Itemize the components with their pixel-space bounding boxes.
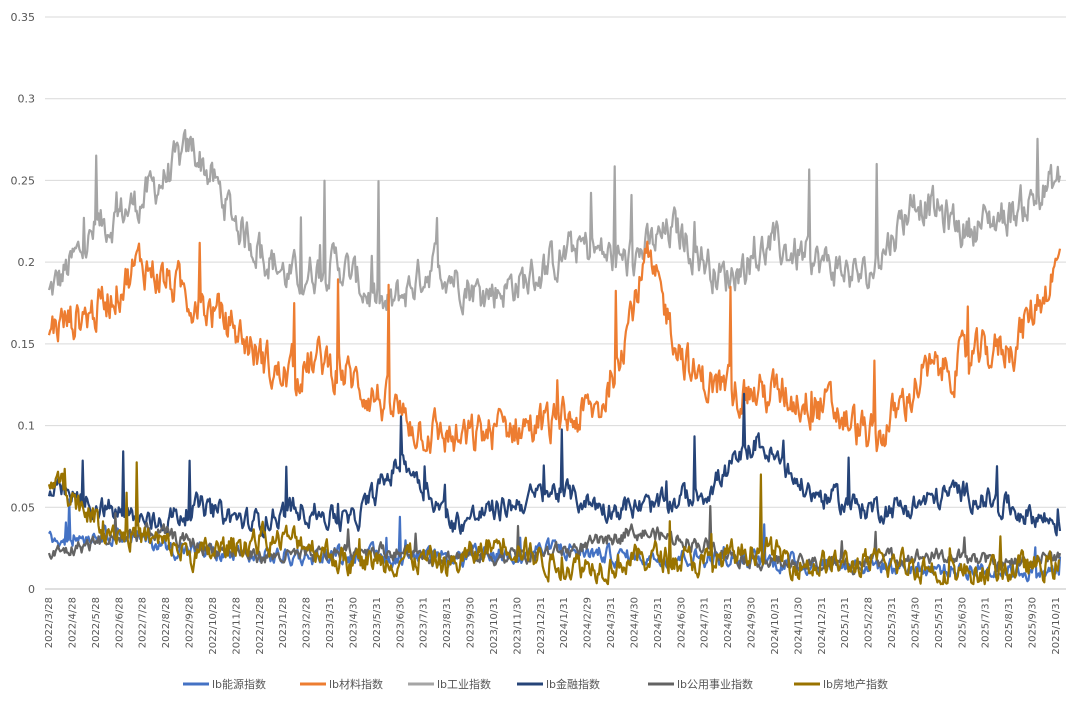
y-tick-label: 0.15 [11, 338, 36, 351]
series-group [47, 129, 1062, 586]
x-tick-label: 2023/9/30 [466, 597, 477, 648]
series-line [47, 392, 1062, 539]
y-tick-label: 0.35 [11, 11, 36, 24]
x-tick-label: 2022/3/28 [44, 597, 55, 648]
x-tick-label: 2024/7/31 [700, 597, 711, 648]
legend: lb能源指数 lb材料指数 lb工业指数 lb金融指数 lb公用事业指数 lb房地产指数 [183, 677, 888, 691]
x-tick-label: 2023/11/30 [512, 597, 523, 655]
legend-label: lb公用事业指数 [677, 677, 753, 691]
legend-label: lb房地产指数 [823, 677, 888, 691]
x-tick-label: 2022/5/28 [91, 597, 102, 648]
series-line [47, 240, 1062, 454]
legend-label: lb材料指数 [329, 677, 383, 691]
x-tick-label: 2024/1/31 [559, 597, 570, 648]
x-tick-label: 2025/9/30 [1028, 597, 1039, 648]
x-tick-label: 2022/7/28 [138, 597, 149, 648]
series-line [47, 129, 1062, 316]
x-tick-label: 2023/4/30 [348, 597, 359, 648]
x-tick-label: 2024/11/30 [793, 597, 804, 655]
x-tick-label: 2025/5/31 [934, 597, 945, 648]
x-tick-label: 2025/7/31 [981, 597, 992, 648]
x-tick-label: 2024/12/31 [817, 597, 828, 655]
x-tick-label: 2023/7/31 [419, 597, 430, 648]
x-tick-label: 2024/4/30 [629, 597, 640, 648]
x-tick-label: 2024/9/30 [747, 597, 758, 648]
x-tick-label: 2023/5/31 [372, 597, 383, 648]
x-tick-label: 2022/11/28 [231, 597, 242, 655]
x-tick-label: 2022/6/28 [114, 597, 125, 648]
x-tick-label: 2024/3/31 [606, 597, 617, 648]
y-tick-label: 0.05 [11, 501, 36, 514]
x-axis: 2022/3/28 2022/4/28 2022/5/28 2022/6/28 2022… [44, 597, 1062, 655]
legend-label: lb金融指数 [546, 677, 600, 691]
y-tick-label: 0.25 [11, 174, 36, 187]
x-tick-label: 2025/6/30 [957, 597, 968, 648]
y-tick-label: 0.1 [18, 420, 36, 433]
x-tick-label: 2025/3/31 [887, 597, 898, 648]
x-tick-label: 2025/1/31 [840, 597, 851, 648]
x-tick-label: 2024/6/30 [676, 597, 687, 648]
x-tick-label: 2023/10/31 [489, 597, 500, 655]
x-tick-label: 2024/10/31 [770, 597, 781, 655]
x-tick-label: 2024/8/31 [723, 597, 734, 648]
x-tick-label: 2023/6/30 [395, 597, 406, 648]
series-line [47, 461, 1061, 586]
x-tick-label: 2022/12/28 [255, 597, 266, 655]
series-line [47, 505, 1062, 576]
x-tick-label: 2025/8/31 [1004, 597, 1015, 648]
x-tick-label: 2023/2/28 [302, 597, 313, 648]
legend-label: lb能源指数 [212, 677, 266, 691]
x-tick-label: 2023/1/28 [278, 597, 289, 648]
x-tick-label: 2023/8/31 [442, 597, 453, 648]
x-tick-label: 2024/5/31 [653, 597, 664, 648]
x-tick-label: 2025/4/30 [910, 597, 921, 648]
y-tick-label: 0.2 [18, 256, 36, 269]
x-tick-label: 2024/2/29 [583, 597, 594, 648]
x-tick-label: 2022/4/28 [67, 597, 78, 648]
x-tick-label: 2025/2/28 [864, 597, 875, 648]
x-tick-label: 2022/10/28 [208, 597, 219, 655]
x-tick-label: 2023/12/31 [536, 597, 547, 655]
x-tick-label: 2025/10/31 [1051, 597, 1062, 655]
legend-label: lb工业指数 [437, 677, 491, 691]
y-tick-label: 0.3 [18, 93, 36, 106]
x-tick-label: 2022/9/28 [185, 597, 196, 648]
y-tick-label: 0 [28, 583, 35, 596]
x-tick-label: 2023/3/31 [325, 597, 336, 648]
x-tick-label: 2022/8/28 [161, 597, 172, 648]
y-axis: 0 0.05 0.1 0.15 0.2 0.25 0.3 0.35 [11, 11, 36, 596]
